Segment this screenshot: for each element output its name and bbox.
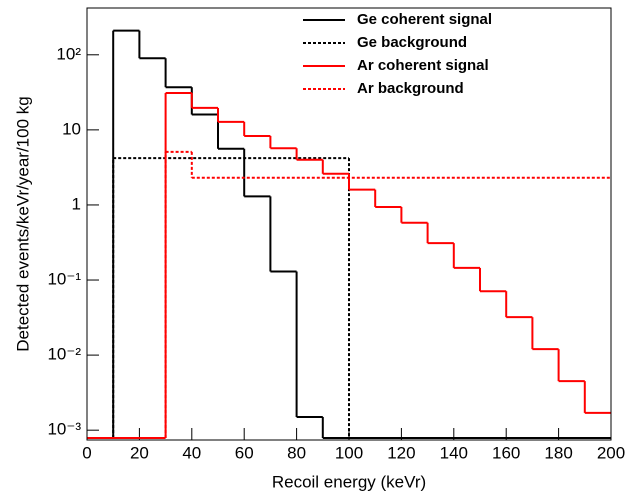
x-tick-label: 0 (82, 443, 91, 462)
legend-label: Ge background (357, 34, 467, 51)
y-tick-label: 10⁻¹ (47, 270, 81, 289)
x-tick-label: 80 (287, 443, 306, 462)
x-tick-label: 200 (597, 443, 625, 462)
legend-label: Ge coherent signal (357, 11, 492, 28)
legend-label: Ar coherent signal (357, 57, 489, 74)
x-tick-label: 100 (335, 443, 363, 462)
x-tick-label: 140 (440, 443, 468, 462)
y-tick-label: 1 (72, 194, 81, 213)
y-tick-label: 10⁻³ (47, 420, 81, 439)
x-tick-label: 40 (182, 443, 201, 462)
x-axis-title: Recoil energy (keVr) (272, 472, 426, 491)
x-tick-label: 180 (544, 443, 572, 462)
x-tick-label: 60 (235, 443, 254, 462)
x-tick-label: 20 (130, 443, 149, 462)
legend-label: Ar background (357, 80, 464, 97)
y-tick-label: 10² (56, 44, 81, 63)
y-tick-label: 10⁻² (47, 345, 81, 364)
y-axis-title: Detected events/keVr/year/100 kg (13, 96, 32, 351)
x-tick-label: 120 (387, 443, 415, 462)
x-tick-label: 160 (492, 443, 520, 462)
plot-frame (86, 7, 612, 441)
y-tick-label: 10 (62, 119, 81, 138)
